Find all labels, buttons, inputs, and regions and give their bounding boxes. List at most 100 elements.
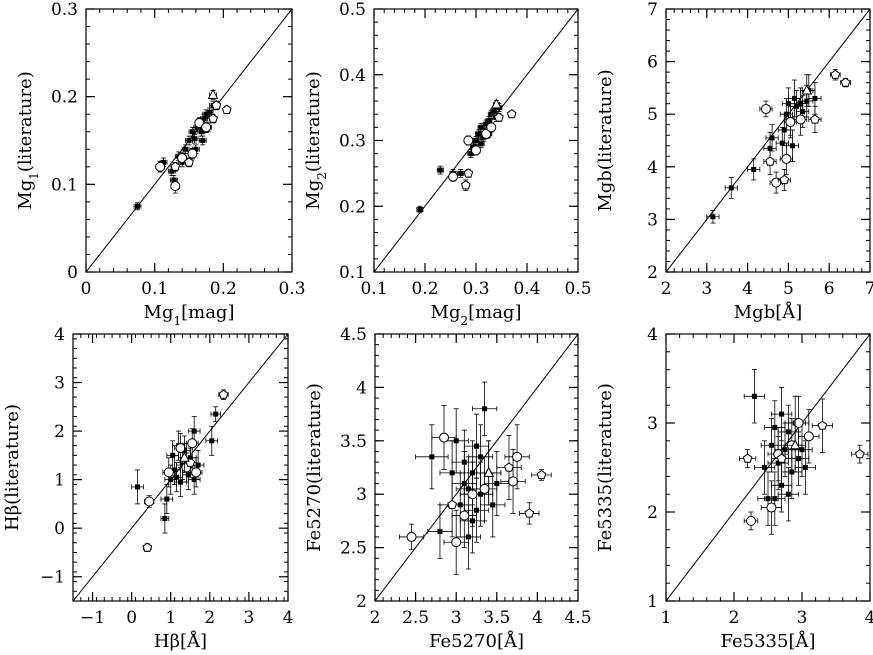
x-tick-label: 3.5 [483,608,510,628]
y-tick-label: 5 [647,105,658,125]
data-point [427,504,453,559]
data-point [763,147,777,176]
data-point [769,171,783,194]
x-tick-label: 1 [165,608,176,628]
x-tick-label: −1 [80,608,105,628]
x-tick-label: 3 [243,608,254,628]
data-points [133,88,232,211]
data-point [133,202,142,211]
y-axis-label: Mg2(literature) [303,71,329,209]
panel-3: 2 3 4 5 6 7 2 3 4 5 6 7 Mgb[Å] Mgb(literature) [595,0,873,323]
y-tick-label: 3.5 [340,432,367,452]
y-tick-label: 0.3 [51,0,78,20]
data-point [743,369,765,424]
x-tick-label: 0.2 [411,279,438,299]
data-point [724,176,738,199]
data-point [190,133,199,144]
data-point [160,503,170,534]
data-point [760,480,782,535]
plot-frame [72,333,289,602]
x-tick-label: 4 [865,608,873,628]
y-axis-label: Mg1(literature) [15,71,41,209]
data-point [178,442,191,473]
data-point [494,112,504,122]
y-tick-label: 7 [647,0,658,20]
data-point [519,502,540,525]
y-tick-label: 6 [647,53,658,73]
x-tick-label: 0 [81,279,92,299]
y-tick-label: 0.4 [339,66,366,86]
y-tick-label: 0.2 [51,88,78,108]
y-tick-label: 3 [647,210,658,230]
data-point [160,484,174,515]
data-point [131,469,144,505]
x-tick-label: 0.1 [360,279,387,299]
data-points [398,381,552,575]
y-axis-label: Hβ(literature) [2,404,23,531]
data-point [785,129,799,162]
data-point [198,135,207,146]
data-point [184,157,194,168]
data-point [743,511,759,531]
data-point [531,469,552,481]
y-tick-label: 0.2 [339,197,366,217]
data-point [764,471,786,526]
x-tick-label: 3 [451,608,462,628]
x-tick-label: 4.5 [564,608,591,628]
data-point [840,77,851,88]
data-point [830,69,841,81]
data-point [211,100,222,111]
y-tick-label: 4 [356,378,367,398]
data-point [467,424,494,490]
data-point [472,381,498,436]
data-point [486,122,497,133]
y-tick-label: 0 [67,263,78,283]
y-tick-label: 1 [54,471,65,491]
data-points [739,369,869,535]
x-axis-label: Mg1[mag] [144,302,235,328]
data-point [794,103,808,136]
y-tick-label: 2.5 [340,539,367,559]
y-tick-label: 0.3 [339,132,366,152]
data-point [398,523,425,551]
plot-frame [665,333,871,602]
x-tick-label: 0.3 [462,279,489,299]
x-tick-label: 0 [126,608,137,628]
data-point [459,461,486,527]
y-tick-label: 4.5 [340,325,367,345]
data-point [475,129,483,139]
panel-1: 0 0.1 0.2 0.3 0 0.1 0.2 0.3 Mg1[mag] Mg1(literatu… [15,0,306,328]
data-point [504,424,530,490]
x-tick-label: 7 [865,279,873,299]
data-point [463,413,490,479]
data-point [771,431,793,486]
data-point [491,98,502,109]
data-point [777,467,799,522]
x-tick-label: 3 [701,279,712,299]
y-axis-label: Mgb(literature) [595,69,616,211]
data-point [783,105,797,139]
data-point [201,121,212,134]
y-tick-label: 2 [356,592,367,612]
data-point [747,158,761,181]
y-tick-label: 3 [356,485,367,505]
data-point [208,113,218,124]
data-point [221,104,232,114]
x-tick-label: 6 [824,279,835,299]
x-tick-label: 0.2 [210,279,237,299]
x-axis-label: Fe5270[Å] [429,630,524,652]
data-point [463,135,474,146]
y-tick-label: 0.1 [51,175,78,195]
data-point [851,444,869,464]
data-point [506,109,517,119]
data-point [155,161,166,173]
data-point [798,409,820,464]
data-point [472,456,498,522]
y-tick-label: 4 [647,325,658,345]
data-point [800,74,814,107]
data-point [170,161,181,172]
data-point [777,169,791,191]
data-point [439,472,465,538]
y-tick-label: 4 [647,158,658,178]
data-point [218,389,229,400]
